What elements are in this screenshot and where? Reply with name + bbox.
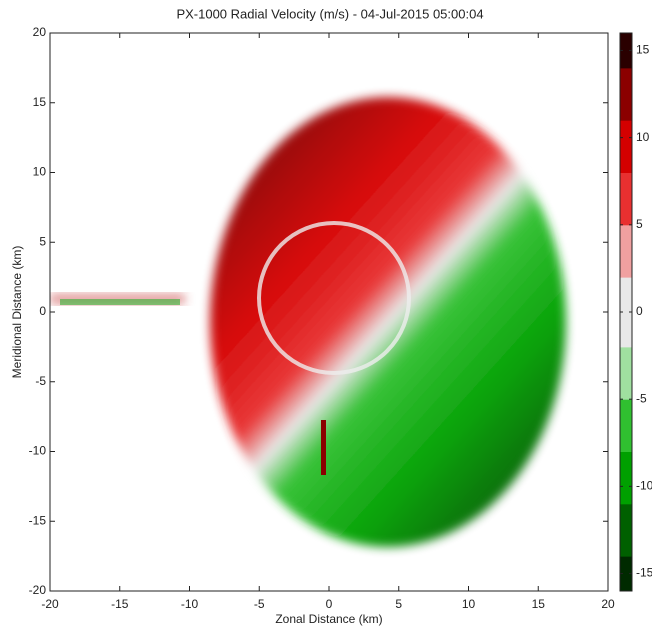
colorbar-step [620,259,632,278]
colorbar-step [620,85,632,104]
colorbar-step [620,224,632,243]
colorbar-step [620,67,632,86]
x-tick-label: -15 [111,597,129,611]
colorbar-step [620,486,632,505]
colorbar-tick-label: 5 [636,217,643,231]
colorbar-step [620,33,632,51]
y-tick-label: -20 [29,583,47,597]
colorbar-step [620,573,632,592]
colorbar-step [620,434,632,452]
colorbar-step [620,556,632,575]
x-tick-label: 20 [601,597,615,611]
colorbar-step [620,50,632,69]
colorbar-step [620,538,632,557]
colorbar-step [620,294,632,313]
colorbar-step [620,399,632,418]
y-tick-label: 0 [39,304,46,318]
colorbar-step [620,172,632,191]
x-tick-label: 0 [326,597,333,611]
colorbar-step [620,277,632,296]
y-tick-label: -10 [29,444,47,458]
colorbar-tick-label: -15 [636,566,652,580]
y-tick-label: 5 [39,234,46,248]
x-tick-label: 15 [532,597,546,611]
colorbar-step [620,364,632,383]
y-tick-label: -5 [35,374,46,388]
chart-title: PX-1000 Radial Velocity (m/s) - 04-Jul-2… [176,6,483,21]
colorbar-step [620,468,632,487]
colorbar-step [620,312,632,330]
colorbar-step [620,503,632,522]
y-tick-label: 15 [33,95,47,109]
x-tick-label: -5 [254,597,265,611]
colorbar-tick-label: 0 [636,304,643,318]
colorbar-step [620,155,632,173]
colorbar-step [620,189,632,208]
y-tick-label: -15 [29,513,47,527]
colorbar-step [620,416,632,435]
colorbar-tick-label: 10 [636,130,650,144]
y-axis-label: Meridional Distance (km) [10,246,24,379]
colorbar-step [620,451,632,470]
colorbar-step [620,207,632,226]
velocity-field [50,97,566,547]
colorbar-step [620,102,632,121]
x-tick-label: -20 [41,597,59,611]
x-tick-label: -10 [181,597,199,611]
colorbar-step [620,381,632,400]
colorbar-step [620,346,632,365]
y-tick-label: 10 [33,165,47,179]
x-axis-label: Zonal Distance (km) [275,612,382,626]
colorbar-tick-label: 15 [636,43,650,57]
colorbar-tick-label: -5 [636,391,647,405]
colorbar [620,33,632,592]
x-tick-label: 5 [395,597,402,611]
y-tick-label: 20 [33,25,47,39]
colorbar-step [620,120,632,139]
colorbar-tick-label: -10 [636,479,652,493]
x-tick-label: 10 [462,597,476,611]
colorbar-step [620,329,632,348]
colorbar-step [620,137,632,156]
colorbar-step [620,521,632,540]
colorbar-step [620,242,632,261]
